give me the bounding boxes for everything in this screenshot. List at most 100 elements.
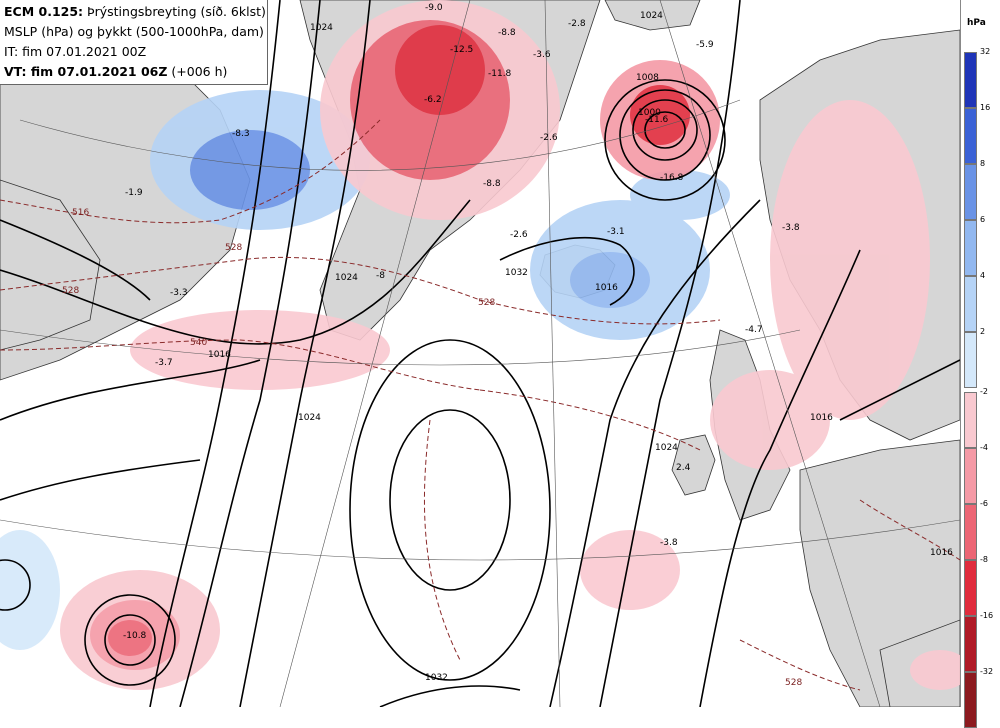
- isobar-north-2: [0, 359, 261, 421]
- pressure-change-label: -11.6: [645, 115, 669, 125]
- isobar-east-1: [599, 0, 741, 707]
- isobars: [0, 0, 960, 707]
- forecast-hour: (+006 h): [171, 64, 228, 79]
- pressure-change-label: -8: [376, 271, 385, 281]
- pressure-change-label: -8.3: [232, 129, 250, 139]
- legend-rise-tick: 16: [980, 103, 991, 112]
- thickness-label: 528: [785, 678, 802, 688]
- pressure-change-label: -3.3: [170, 288, 188, 298]
- rise-area-baffin-core: [190, 130, 310, 210]
- pressure-change-label: -3.8: [660, 538, 678, 548]
- init-time: IT: fim 07.01.2021 00Z: [4, 44, 147, 59]
- low-ne-isobar-2: [632, 99, 698, 161]
- map-label-layer: 1024 1024 1016 1024 1024 1032 1016 1024 …: [62, 3, 953, 688]
- graticule-parallel-3: [19, 99, 741, 171]
- pressure-change-label: -2.6: [510, 230, 528, 240]
- fall-area-norway: [770, 100, 930, 420]
- pressure-change-label: -3.7: [155, 358, 173, 368]
- thickness-line-540: [0, 339, 481, 391]
- low-sw-isobar-1: [104, 614, 156, 666]
- legend-fall-tick: -2: [980, 387, 988, 396]
- thickness-line-528c: [739, 639, 861, 691]
- thickness-line-east: [859, 499, 960, 561]
- legend-rise-tick: 4: [980, 271, 986, 280]
- isobar-label: 1024: [335, 273, 358, 283]
- title-line-1: ECM 0.125: Þrýstingsbreyting (síð. 6klst…: [4, 2, 267, 22]
- isobar-north-3: [0, 459, 201, 501]
- graticule: [0, 0, 960, 707]
- fall-area-central: [580, 530, 680, 610]
- legend-rise-swatch: [964, 332, 977, 388]
- low-ne-isobar-4: [604, 79, 726, 201]
- legend-fall-tick: -16: [980, 611, 994, 620]
- rise-area-svalbard: [630, 170, 730, 220]
- legend-fall-swatch: [964, 448, 977, 504]
- isobar-east-2: [699, 249, 861, 707]
- graticule-parallel-1: [0, 519, 960, 561]
- graticule-meridian-3: [659, 0, 881, 707]
- pressure-change-label: -1.9: [125, 188, 143, 198]
- legend-fall-tick: -8: [980, 555, 988, 564]
- thickness-label: 540: [190, 338, 207, 348]
- legend-fall-tick: -32: [980, 667, 994, 676]
- isobar-west-2: [239, 0, 371, 707]
- thickness-label: 528: [62, 286, 79, 296]
- thickness-label: 516: [72, 208, 89, 218]
- low-ne-isobar-3: [619, 89, 711, 181]
- legend-rise-tick: 32: [980, 47, 991, 56]
- pressure-change-label: -3.8: [782, 223, 800, 233]
- pressure-change-label: -3.1: [607, 227, 625, 237]
- legend-rise-swatch: [964, 52, 977, 108]
- isobar-label: 1024: [310, 23, 333, 33]
- legend-fall-swatch: [964, 672, 977, 728]
- high-center-isobar-1: [389, 409, 511, 591]
- thickness-line-516: [0, 119, 381, 224]
- thickness-line-528b: [479, 389, 701, 451]
- isobar-iceland: [499, 236, 635, 306]
- isobar-label: 1032: [425, 673, 448, 683]
- pressure-change-label: -11.8: [488, 69, 512, 79]
- color-legend: hPa 32 16 8 6 4 2 -2 -4 -6 -8 -16 -32: [960, 0, 1000, 728]
- isobar-label: 1000: [638, 108, 661, 118]
- high-center-isobar-2: [349, 339, 551, 681]
- pressure-change-label: -10.8: [123, 631, 147, 641]
- legend-rise-swatch: [964, 276, 977, 332]
- isobar-label: 1024: [640, 11, 663, 21]
- fall-area-labrador: [130, 310, 390, 390]
- isobar-west-1: [179, 0, 321, 707]
- isobar-label: 1008: [636, 73, 659, 83]
- valid-time: VT: fim 07.01.2021 06Z: [4, 64, 168, 79]
- isobar-west-3: [149, 0, 281, 707]
- legend-fall-tick: -4: [980, 443, 988, 452]
- pressure-change-label: -5.9: [696, 40, 714, 50]
- thickness-line-center: [423, 419, 461, 661]
- fall-area-se: [910, 650, 960, 690]
- labrador-land: [0, 179, 101, 351]
- legend-fall-swatch: [964, 504, 977, 560]
- isobar-east-3: [549, 199, 761, 707]
- pressure-change-label: -2.8: [568, 19, 586, 29]
- graticule-meridian-1: [279, 0, 471, 707]
- low-far-sw-isobar: [0, 559, 31, 611]
- pressure-change-label: -6.2: [424, 95, 442, 105]
- ireland-land: [671, 434, 716, 496]
- legend-rise-tick: 8: [980, 159, 986, 168]
- pressure-change-label: -2.6: [540, 133, 558, 143]
- low-sw-isobar-2: [84, 594, 176, 686]
- isobar-label: 1016: [930, 548, 953, 558]
- isobar-north-1: [0, 199, 471, 345]
- legend-rise-swatch: [964, 108, 977, 164]
- field-description: Þrýstingsbreyting (síð. 6klst): [87, 4, 266, 19]
- map-canvas: 1024 1024 1016 1024 1024 1032 1016 1024 …: [0, 0, 960, 707]
- pressure-change-label: -12.5: [450, 45, 473, 55]
- pressure-rise-areas: [0, 90, 730, 650]
- thickness-label: 528: [225, 243, 242, 253]
- pressure-change-label: -8.8: [483, 179, 501, 189]
- isobar-label: 1032: [505, 268, 528, 278]
- isobar-label: 1024: [655, 443, 678, 453]
- model-name: ECM 0.125:: [4, 4, 84, 19]
- graticule-meridian-2: [544, 0, 561, 707]
- pressure-change-label: -8.8: [498, 28, 516, 38]
- fall-area-atlantic-sw-core: [108, 620, 152, 656]
- isobar-scandinavia: [839, 359, 960, 421]
